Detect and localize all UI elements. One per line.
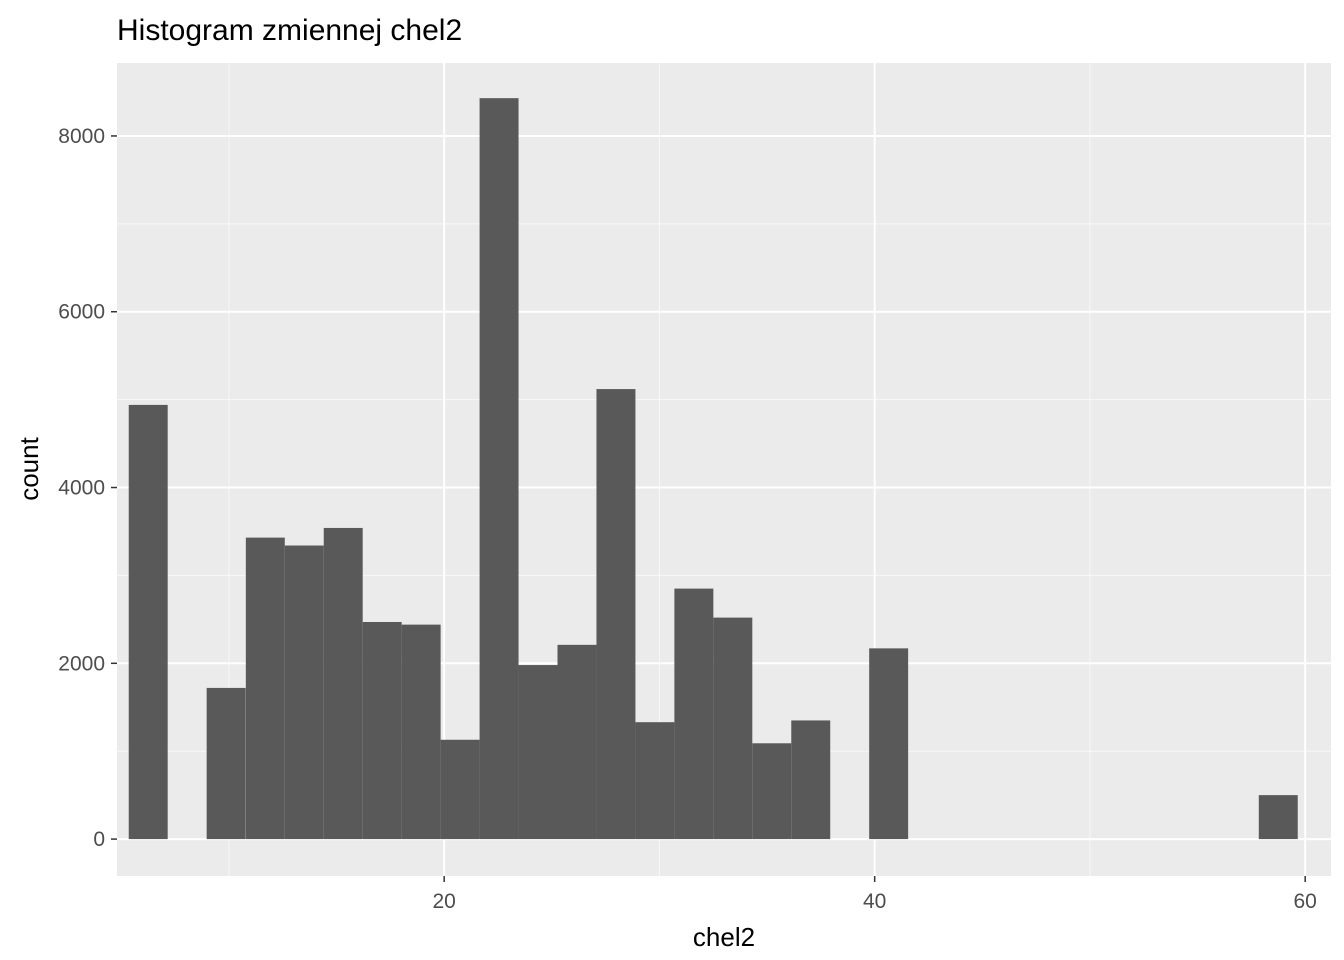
histogram-bar: [245, 537, 285, 840]
histogram-bar: [401, 624, 441, 840]
histogram-bar: [206, 687, 246, 840]
x-axis-title: chel2: [693, 922, 755, 952]
y-axis-title: count: [14, 436, 44, 500]
histogram-bar: [479, 98, 519, 840]
y-tick-label: 8000: [58, 125, 105, 148]
histogram-bar: [362, 621, 402, 840]
y-tick-label: 2000: [58, 652, 105, 675]
y-tick-label: 6000: [58, 301, 105, 324]
histogram-bar: [284, 545, 324, 840]
y-tick-label: 0: [93, 828, 105, 851]
histogram-bar: [869, 648, 909, 840]
histogram-bar: [791, 720, 831, 840]
histogram-bar: [596, 389, 636, 840]
histogram-bar: [128, 404, 168, 840]
histogram-bar: [440, 739, 480, 840]
histogram-bar: [1258, 795, 1298, 840]
x-tick-label: 60: [1293, 890, 1316, 913]
x-axis: 20 40 60: [432, 876, 1317, 913]
histogram-bars: [128, 98, 1298, 840]
histogram-bar: [752, 743, 792, 840]
y-tick-label: 4000: [58, 477, 105, 500]
histogram-bar: [674, 588, 714, 840]
x-tick-label: 40: [863, 890, 886, 913]
histogram-bar: [557, 644, 597, 840]
histogram-bar: [323, 527, 363, 840]
x-tick-label: 20: [432, 890, 455, 913]
y-axis: 0 2000 4000 6000 8000: [58, 125, 117, 851]
chart-title: Histogram zmiennej chel2: [117, 14, 462, 47]
histogram-bar: [713, 617, 753, 840]
histogram-bar: [518, 665, 558, 840]
histogram-bar: [635, 722, 675, 840]
